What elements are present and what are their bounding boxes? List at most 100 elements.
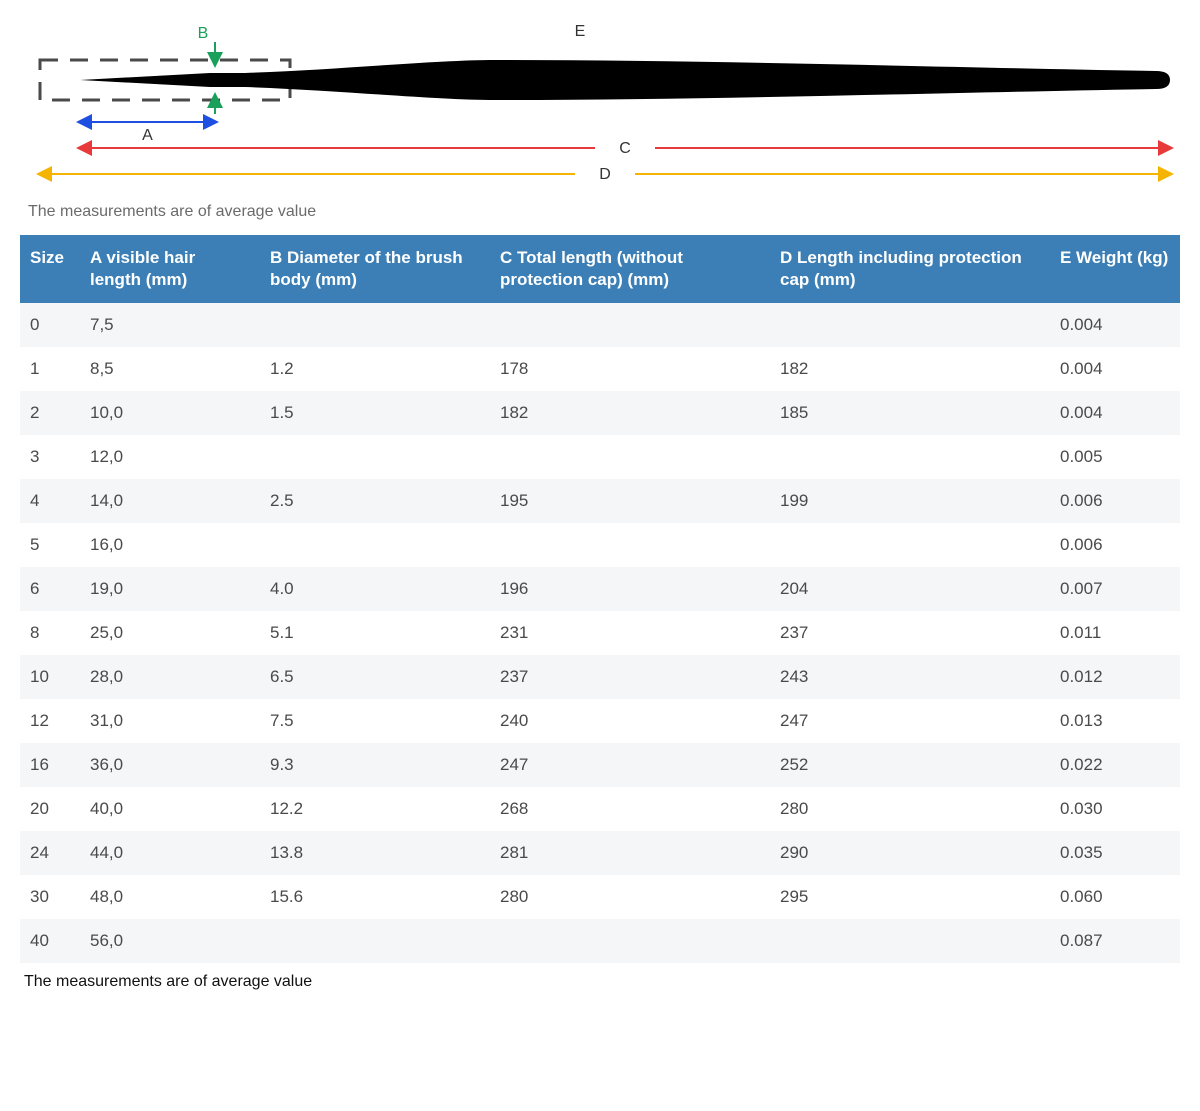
- table-row: 1636,09.32472520.022: [20, 743, 1180, 787]
- table-header: Size A visible hair length (mm) B Diamet…: [20, 235, 1180, 303]
- table-cell: 280: [490, 875, 770, 919]
- table-cell: 4.0: [260, 567, 490, 611]
- table-cell: 2.5: [260, 479, 490, 523]
- table-body: 07,50.00418,51.21781820.004210,01.518218…: [20, 303, 1180, 963]
- table-cell: 0: [20, 303, 80, 347]
- table-cell: 243: [770, 655, 1050, 699]
- table-cell: 185: [770, 391, 1050, 435]
- table-cell: 0.087: [1050, 919, 1180, 963]
- table-cell: [490, 919, 770, 963]
- table-cell: 8,5: [80, 347, 260, 391]
- table-cell: 281: [490, 831, 770, 875]
- table-cell: 0.004: [1050, 347, 1180, 391]
- table-cell: 40,0: [80, 787, 260, 831]
- table-cell: 1.2: [260, 347, 490, 391]
- table-row: 1231,07.52402470.013: [20, 699, 1180, 743]
- table-cell: 295: [770, 875, 1050, 919]
- table-row: 825,05.12312370.011: [20, 611, 1180, 655]
- table-cell: 48,0: [80, 875, 260, 919]
- table-cell: 44,0: [80, 831, 260, 875]
- col-header-a: A visible hair length (mm): [80, 235, 260, 303]
- table-cell: [490, 435, 770, 479]
- table-cell: 30: [20, 875, 80, 919]
- table-cell: 1: [20, 347, 80, 391]
- table-cell: 199: [770, 479, 1050, 523]
- table-cell: 36,0: [80, 743, 260, 787]
- table-cell: 252: [770, 743, 1050, 787]
- table-cell: 0.005: [1050, 435, 1180, 479]
- table-row: 312,0 0.005: [20, 435, 1180, 479]
- col-header-c: C Total length (without protection cap) …: [490, 235, 770, 303]
- table-cell: [260, 523, 490, 567]
- col-header-e: E Weight (kg): [1050, 235, 1180, 303]
- table-cell: 28,0: [80, 655, 260, 699]
- table-cell: 40: [20, 919, 80, 963]
- table-cell: 14,0: [80, 479, 260, 523]
- table-cell: 0.060: [1050, 875, 1180, 919]
- table-cell: 0.004: [1050, 303, 1180, 347]
- table-cell: 19,0: [80, 567, 260, 611]
- table-cell: 0.022: [1050, 743, 1180, 787]
- table-cell: 10: [20, 655, 80, 699]
- table-row: 07,50.004: [20, 303, 1180, 347]
- table-cell: 5: [20, 523, 80, 567]
- table-cell: 7.5: [260, 699, 490, 743]
- table-cell: 6: [20, 567, 80, 611]
- table-cell: 13.8: [260, 831, 490, 875]
- table-row: 18,51.21781820.004: [20, 347, 1180, 391]
- table-cell: 0.011: [1050, 611, 1180, 655]
- table-cell: 31,0: [80, 699, 260, 743]
- table-cell: 16: [20, 743, 80, 787]
- table-cell: 15.6: [260, 875, 490, 919]
- table-cell: 12,0: [80, 435, 260, 479]
- table-row: 3048,015.62802950.060: [20, 875, 1180, 919]
- table-cell: 182: [490, 391, 770, 435]
- table-cell: [490, 303, 770, 347]
- table-cell: 195: [490, 479, 770, 523]
- table-cell: 237: [770, 611, 1050, 655]
- table-cell: 1.5: [260, 391, 490, 435]
- table-cell: 0.013: [1050, 699, 1180, 743]
- table-cell: 178: [490, 347, 770, 391]
- table-cell: 16,0: [80, 523, 260, 567]
- col-header-b: B Diameter of the brush body (mm): [260, 235, 490, 303]
- table-row: 4056,0 0.087: [20, 919, 1180, 963]
- table-row: 2040,012.22682800.030: [20, 787, 1180, 831]
- table-cell: 247: [490, 743, 770, 787]
- table-cell: 4: [20, 479, 80, 523]
- table-row: 619,04.01962040.007: [20, 567, 1180, 611]
- table-cell: 12.2: [260, 787, 490, 831]
- table-row: 516,0 0.006: [20, 523, 1180, 567]
- col-header-size: Size: [20, 235, 80, 303]
- svg-text:C: C: [619, 140, 631, 157]
- table-cell: 0.035: [1050, 831, 1180, 875]
- table-cell: 3: [20, 435, 80, 479]
- table-cell: 182: [770, 347, 1050, 391]
- table-cell: [260, 919, 490, 963]
- table-cell: [260, 303, 490, 347]
- table-cell: 9.3: [260, 743, 490, 787]
- table-cell: 0.012: [1050, 655, 1180, 699]
- table-cell: 204: [770, 567, 1050, 611]
- table-cell: 237: [490, 655, 770, 699]
- table-cell: 0.006: [1050, 523, 1180, 567]
- table-cell: 231: [490, 611, 770, 655]
- table-cell: 240: [490, 699, 770, 743]
- table-cell: 0.007: [1050, 567, 1180, 611]
- bottom-caption: The measurements are of average value: [24, 973, 1180, 991]
- table-cell: 6.5: [260, 655, 490, 699]
- table-row: 2444,013.82812900.035: [20, 831, 1180, 875]
- table-cell: 20: [20, 787, 80, 831]
- table-cell: [260, 435, 490, 479]
- table-row: 414,02.51951990.006: [20, 479, 1180, 523]
- table-cell: 24: [20, 831, 80, 875]
- col-header-d: D Length including protection cap (mm): [770, 235, 1050, 303]
- table-cell: 10,0: [80, 391, 260, 435]
- svg-text:E: E: [575, 23, 586, 40]
- table-cell: 25,0: [80, 611, 260, 655]
- table-cell: [490, 523, 770, 567]
- table-row: 1028,06.52372430.012: [20, 655, 1180, 699]
- top-caption: The measurements are of average value: [28, 203, 1180, 221]
- table-cell: 56,0: [80, 919, 260, 963]
- table-row: 210,01.51821850.004: [20, 391, 1180, 435]
